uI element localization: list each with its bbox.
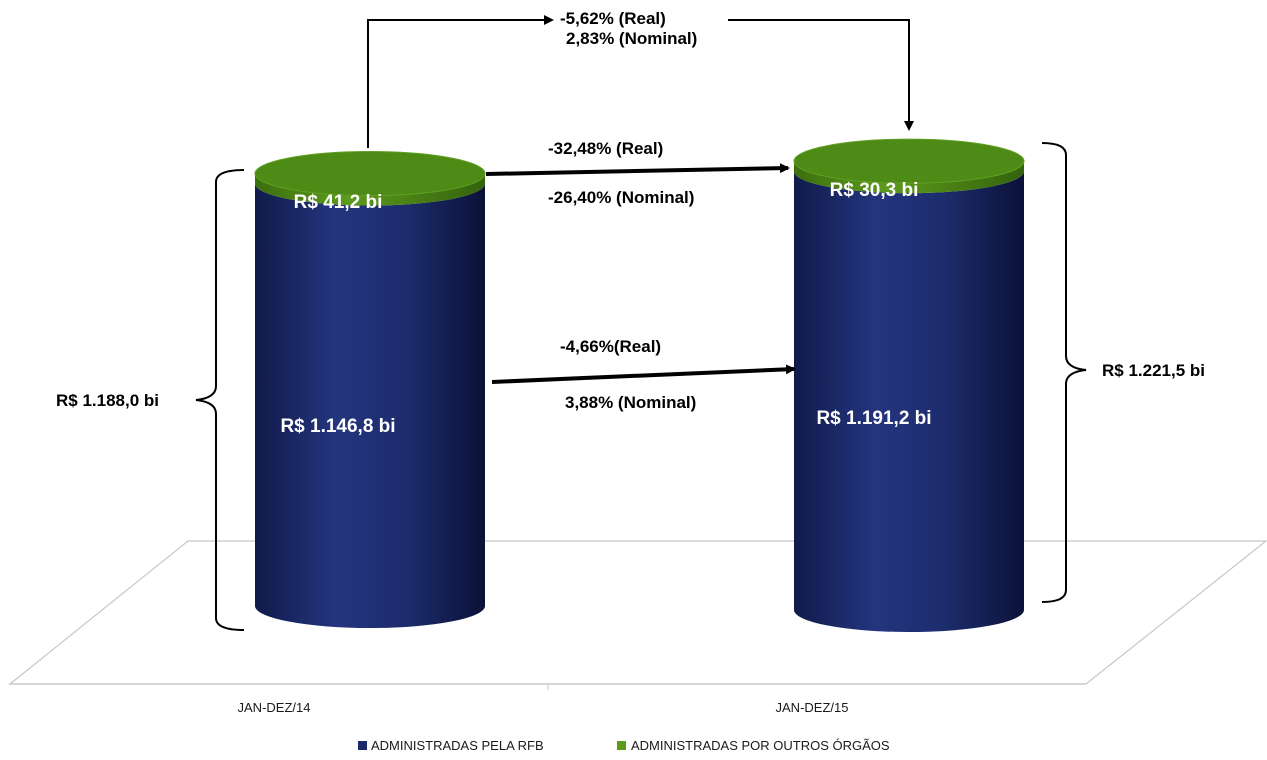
rfb-change-real: -4,66%(Real) — [560, 337, 661, 356]
data-label-rfb-0: R$ 1.146,8 bi — [280, 416, 395, 437]
legend-swatch-outros — [617, 741, 626, 750]
total-change-arrow-2 — [728, 19, 914, 131]
bar-group-2015: R$ 30,3 bi R$ 1.191,2 bi — [793, 138, 1025, 632]
rfb-change-arrow — [491, 364, 796, 384]
legend-label-outros: ADMINISTRADAS POR OUTROS ÓRGÃOS — [631, 738, 890, 753]
total-change-arrow — [367, 15, 554, 148]
bar-group-2014: R$ 41,2 bi R$ 1.146,8 bi — [254, 151, 486, 628]
total-change-real: -5,62% (Real) — [560, 9, 666, 28]
total-change-nominal: 2,83% (Nominal) — [566, 29, 697, 48]
outros-change-real: -32,48% (Real) — [548, 139, 663, 158]
legend-swatch-rfb — [358, 741, 367, 750]
category-label-2014: JAN-DEZ/14 — [238, 700, 311, 715]
bar-rfb-1 — [794, 171, 1024, 632]
outros-change-nominal: -26,40% (Nominal) — [548, 188, 694, 207]
legend-label-rfb: ADMINISTRADAS PELA RFB — [371, 738, 544, 753]
bar-rfb-0 — [255, 183, 485, 628]
bar-top-1 — [793, 138, 1025, 184]
total-bracket-left — [195, 169, 245, 631]
data-label-outros-1: R$ 30,3 bi — [830, 180, 919, 201]
bar-top-0 — [254, 151, 486, 197]
total-label-2015: R$ 1.221,5 bi — [1102, 361, 1205, 380]
category-label-2015: JAN-DEZ/15 — [776, 700, 849, 715]
data-label-outros-0: R$ 41,2 bi — [294, 192, 383, 213]
bar-outros-1 — [794, 161, 1024, 194]
bar-outros-0 — [255, 173, 485, 206]
total-bracket-right — [1041, 142, 1087, 603]
chart-floor — [8, 540, 1267, 685]
total-label-2014: R$ 1.188,0 bi — [56, 391, 159, 410]
outros-change-arrow — [485, 163, 790, 176]
data-label-rfb-1: R$ 1.191,2 bi — [816, 408, 931, 429]
rfb-change-nominal: 3,88% (Nominal) — [565, 393, 696, 412]
